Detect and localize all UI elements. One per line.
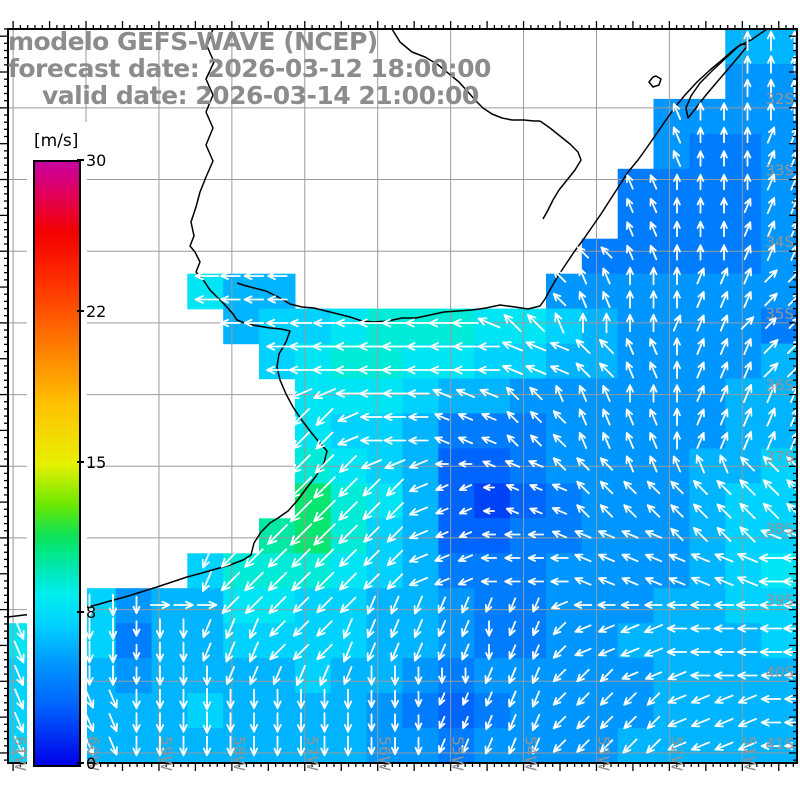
coastline [7,28,768,618]
colorbar-tickmark [77,309,84,312]
lagoon-patos-mirim [685,43,749,119]
coast-brazil-uruguay [236,28,768,323]
lon-label-61W: 61W [11,736,29,771]
colorbar-tickmark [77,611,84,614]
river-negro [391,28,540,122]
lon-label-57W: 57W [303,736,321,771]
colorbar-gradient [33,160,81,767]
map-frame [0,21,798,771]
lon-label-59W: 59W [157,736,175,771]
small-lake [648,75,662,88]
river-parana [189,28,215,253]
lat-label-41S: 41S [765,735,794,753]
colorbar-tick-30: 30 [86,151,107,170]
colorbar-tickmark [77,159,84,161]
colorbar-tickmark [77,460,84,463]
lon-label-58W: 58W [230,736,248,771]
lat-label-34S: 34S [765,233,794,251]
coast-argentina [7,251,328,618]
lat-label-33S: 33S [765,162,794,180]
lon-label-54W: 54W [522,736,540,771]
lat-label-39S: 39S [765,592,794,610]
colorbar-tick-8: 8 [86,603,97,623]
colorbar-tick-0: 0 [86,754,97,773]
lon-label-60W: 60W [84,736,102,771]
colorbar-tick-15: 15 [86,452,107,472]
colorbar-unit-label: [m/s] [34,131,79,151]
lon-label-51W: 51W [740,736,758,771]
lat-label-36S: 36S [765,377,794,395]
lon-label-53W: 53W [595,736,613,771]
colorbar-tickmark [77,762,84,764]
lat-label-35S: 35S [765,305,794,323]
border-brazil-uruguay [539,120,582,220]
colorbar-tick-22: 22 [86,301,107,321]
lat-label-38S: 38S [765,520,794,538]
axis-labels: 61W 60W 59W 58W 57W 56W 55W 54W 53W 52W 51W 32S 33S 3… [11,90,794,771]
lon-label-55W: 55W [449,736,467,771]
lon-label-56W: 56W [376,736,394,771]
lat-label-40S: 40S [765,663,794,681]
lat-label-32S: 32S [765,90,794,108]
lat-label-37S: 37S [765,448,794,466]
lon-label-52W: 52W [667,736,685,771]
